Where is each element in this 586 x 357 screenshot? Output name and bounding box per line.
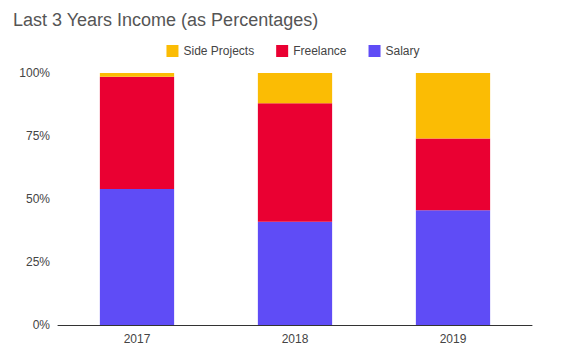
svg-text:25%: 25% bbox=[26, 255, 50, 269]
svg-text:100%: 100% bbox=[19, 66, 50, 80]
svg-text:Last 3 Years Income (as Percen: Last 3 Years Income (as Percentages) bbox=[13, 10, 318, 30]
svg-text:Freelance: Freelance bbox=[293, 44, 347, 58]
svg-text:2019: 2019 bbox=[440, 332, 467, 346]
svg-text:2018: 2018 bbox=[282, 332, 309, 346]
svg-text:75%: 75% bbox=[26, 129, 50, 143]
svg-text:Side Projects: Side Projects bbox=[183, 44, 254, 58]
svg-text:Salary: Salary bbox=[386, 44, 420, 58]
svg-text:50%: 50% bbox=[26, 192, 50, 206]
svg-text:2017: 2017 bbox=[124, 332, 151, 346]
svg-text:0%: 0% bbox=[33, 318, 51, 332]
